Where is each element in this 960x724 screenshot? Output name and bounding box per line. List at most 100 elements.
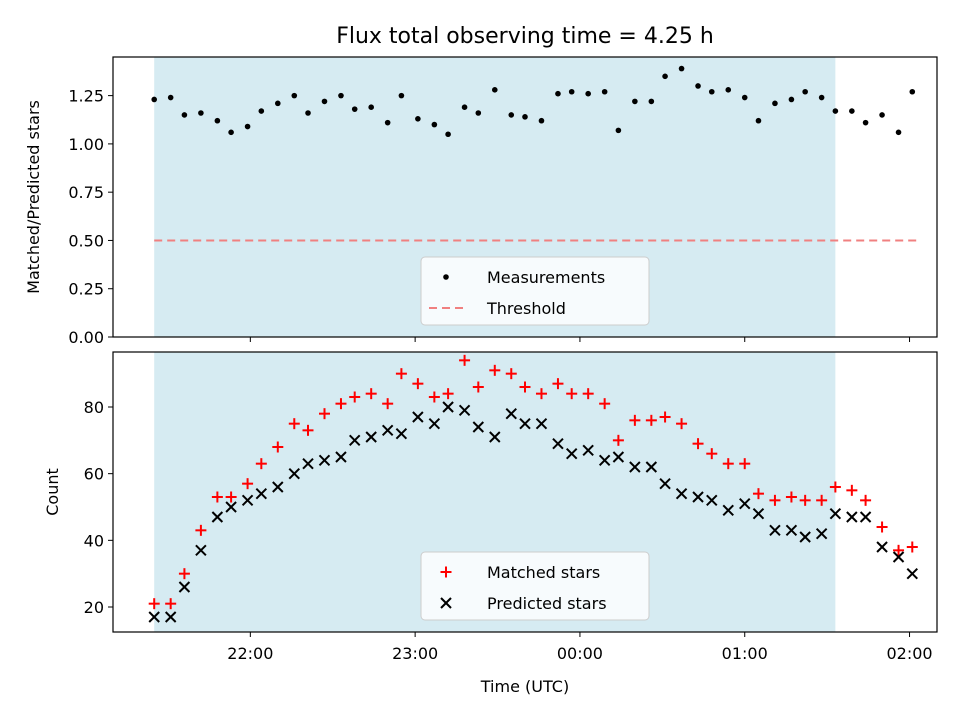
- matched-point: [535, 388, 547, 400]
- legend-box: [420, 551, 650, 621]
- measurement-point: [508, 112, 515, 118]
- matched-point: [505, 368, 517, 380]
- measurement-point: [475, 110, 482, 116]
- predicted-point: [442, 401, 454, 413]
- matched-point: [846, 484, 858, 496]
- x-tick-label: 23:00: [392, 644, 438, 663]
- measurement-point: [909, 88, 916, 95]
- measurement-point: [445, 131, 451, 138]
- y-tick-label: 0.00: [68, 328, 104, 347]
- measurement-point: [555, 90, 561, 97]
- matched-point: [318, 408, 330, 420]
- y-tick-label: 1.25: [68, 87, 104, 106]
- series-matched-stars: [148, 354, 918, 610]
- measurement-point: [849, 108, 855, 114]
- matched-point: [242, 478, 254, 490]
- chart-title: Flux total observing time = 4.25 h: [336, 24, 714, 49]
- measurement-point: [338, 92, 344, 99]
- measurement-point: [615, 127, 622, 134]
- matched-point: [860, 494, 872, 506]
- plot-frame: [112, 56, 938, 338]
- matched-point: [288, 418, 300, 430]
- y-tick-label: 0.25: [68, 280, 104, 299]
- predicted-point: [612, 451, 625, 463]
- y-tick-label: 1.00: [68, 135, 104, 154]
- measurement-point: [895, 129, 902, 136]
- matched-point: [692, 438, 704, 450]
- matched-point: [659, 411, 671, 423]
- x-tick-label: 02:00: [886, 644, 932, 663]
- predicted-point: [395, 427, 408, 440]
- predicted-point: [598, 454, 611, 467]
- predicted-point: [645, 461, 658, 473]
- matched-point: [739, 458, 751, 470]
- measurement-point: [321, 98, 328, 105]
- predicted-point: [846, 511, 858, 523]
- matched-point: [785, 491, 797, 503]
- predicted-point: [769, 524, 781, 537]
- predicted-point: [164, 611, 177, 623]
- predicted-point: [785, 524, 798, 537]
- measurement-point: [258, 108, 265, 114]
- measurement-point: [198, 110, 204, 116]
- measurement-point: [755, 117, 762, 124]
- measurement-point: [522, 114, 528, 120]
- measurement-point: [491, 87, 498, 93]
- matched-point: [769, 494, 781, 506]
- legend-label: Measurements: [487, 268, 605, 287]
- matched-point: [645, 414, 657, 426]
- measurement-point: [351, 106, 358, 112]
- matched-point: [552, 378, 564, 390]
- matched-point: [906, 541, 918, 553]
- matched-point: [365, 388, 377, 400]
- measurement-point: [305, 110, 311, 116]
- matched-point: [395, 368, 407, 380]
- predicted-point: [241, 494, 254, 507]
- predicted-point: [505, 407, 517, 420]
- measurement-point: [678, 65, 685, 72]
- measurement-point: [601, 88, 608, 95]
- measurement-point: [662, 73, 668, 80]
- matched-point: [178, 568, 190, 580]
- measurement-point: [832, 108, 839, 114]
- measurement-point: [291, 92, 298, 99]
- x-axis-label: Time (UTC): [480, 677, 569, 696]
- predicted-point: [829, 507, 842, 520]
- predicted-point: [148, 611, 160, 623]
- y-tick-label: 20: [84, 598, 104, 617]
- predicted-point: [582, 444, 594, 457]
- matched-point: [816, 494, 828, 506]
- predicted-point: [428, 417, 441, 430]
- predicted-point: [535, 417, 548, 430]
- y-axis-label: Matched/Predicted stars: [24, 100, 43, 294]
- matched-point: [829, 481, 841, 493]
- predicted-point: [659, 477, 671, 490]
- predicted-point: [629, 461, 641, 473]
- measurement-point: [461, 104, 468, 111]
- matched-point: [519, 381, 531, 393]
- predicted-point: [255, 487, 268, 500]
- measurement-point: [167, 94, 174, 101]
- y-tick-label: 80: [84, 398, 104, 417]
- legend-predicted-marker: [440, 597, 452, 609]
- x-tick-label: 00:00: [557, 644, 603, 663]
- measurement-point: [415, 115, 421, 122]
- series-predicted-stars: [148, 401, 918, 623]
- y-tick-label: 60: [84, 465, 104, 484]
- measurement-point: [368, 104, 374, 111]
- measurement-point: [772, 100, 778, 107]
- matched-point: [211, 491, 223, 503]
- legend-label: Predicted stars: [487, 594, 607, 613]
- predicted-point: [348, 434, 361, 447]
- measurement-point: [788, 96, 795, 103]
- legend-label: Matched stars: [487, 563, 600, 582]
- matched-point: [599, 398, 611, 410]
- measurement-point: [818, 94, 825, 101]
- predicted-point: [365, 431, 377, 443]
- predicted-point: [799, 531, 811, 543]
- matched-point: [459, 354, 471, 366]
- predicted-point: [178, 581, 191, 593]
- chart-panel-2: 20 40 60 80 22:00 23:00 00:00 01:00 02:00 Count Ti…: [43, 351, 938, 696]
- predicted-point: [859, 511, 872, 523]
